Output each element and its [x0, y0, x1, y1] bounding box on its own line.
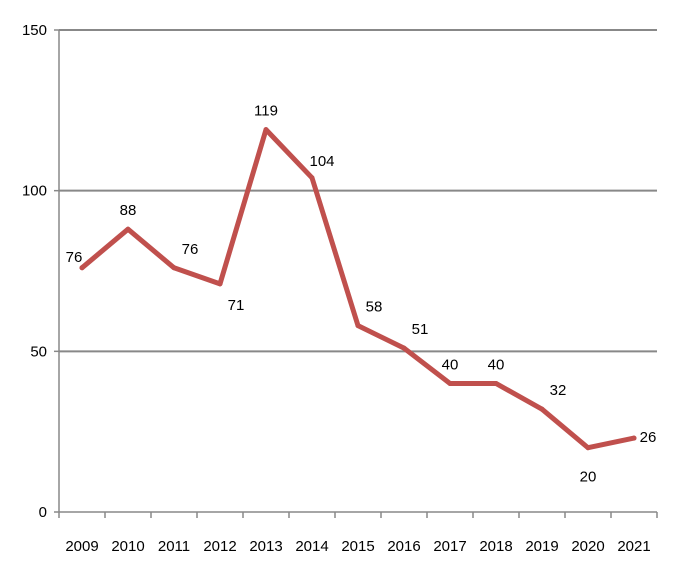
data-point — [79, 265, 85, 271]
axes — [54, 29, 658, 518]
data-point — [493, 380, 499, 386]
data-point — [447, 380, 453, 386]
data-point — [217, 281, 223, 287]
x-tick-label: 2017 — [433, 538, 466, 555]
data-point — [631, 435, 637, 441]
data-label: 88 — [120, 202, 137, 219]
data-point — [263, 127, 269, 133]
x-tick-label: 2011 — [158, 538, 190, 555]
data-label: 104 — [309, 153, 334, 170]
y-tick-label: 50 — [30, 343, 47, 360]
y-tick-label: 100 — [22, 183, 47, 200]
x-tick-label: 2016 — [387, 538, 420, 555]
data-label: 76 — [182, 241, 199, 258]
data-point — [585, 445, 591, 451]
series-line — [79, 127, 637, 451]
gridlines — [59, 29, 657, 353]
data-point — [171, 265, 177, 271]
data-label: 71 — [228, 297, 245, 314]
data-label: 40 — [442, 356, 459, 373]
data-point — [309, 175, 315, 181]
x-tick-label: 2010 — [111, 538, 144, 555]
series — [79, 127, 637, 451]
data-labels: 76 88 76 71 119 104 58 51 40 40 32 20 26 — [66, 103, 657, 486]
x-tick-label: 2018 — [479, 538, 512, 555]
y-tick-label: 0 — [39, 504, 47, 521]
x-tick-label: 2015 — [341, 538, 374, 555]
data-point — [355, 323, 361, 329]
x-tick-label: 2012 — [203, 538, 236, 555]
y-tick-label: 150 — [22, 22, 47, 39]
data-label: 76 — [66, 249, 83, 266]
data-point — [125, 226, 131, 232]
data-label: 119 — [254, 103, 278, 120]
x-tick-label: 2019 — [525, 538, 558, 555]
data-point — [401, 345, 407, 351]
x-tick-label: 2013 — [249, 538, 282, 555]
data-label: 40 — [488, 356, 505, 373]
x-tick-label: 2020 — [571, 538, 604, 555]
x-tick-label: 2009 — [65, 538, 98, 555]
data-label: 26 — [640, 429, 657, 446]
x-tick-label: 2014 — [295, 538, 328, 555]
data-label: 58 — [366, 299, 383, 316]
data-label: 32 — [550, 382, 567, 399]
x-tick-label: 2021 — [617, 538, 650, 555]
data-label: 20 — [580, 469, 597, 486]
data-point — [539, 406, 545, 412]
data-label: 51 — [412, 321, 429, 338]
